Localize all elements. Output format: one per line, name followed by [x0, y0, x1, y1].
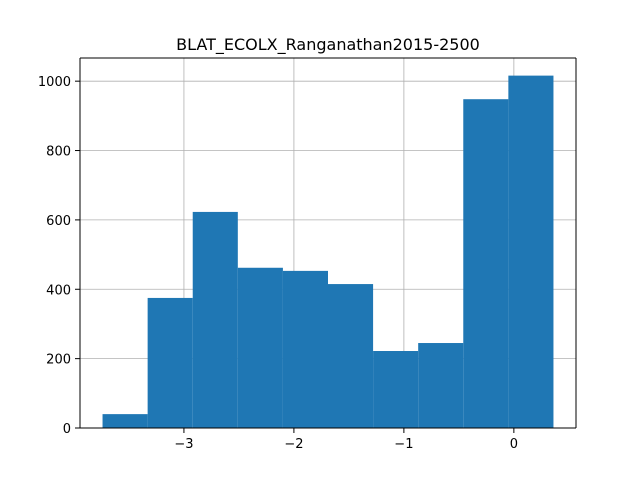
- histogram-bar: [102, 414, 148, 428]
- histogram-bar: [373, 351, 419, 428]
- histogram-bar: [192, 211, 238, 428]
- chart-title: BLAT_ECOLX_Ranganathan2015-2500: [176, 35, 480, 55]
- y-tick-label: 0: [63, 422, 71, 437]
- histogram-bar: [328, 284, 374, 428]
- histogram-bar: [237, 267, 283, 428]
- y-axis-ticks: 0 200 400 600 800 1000: [38, 75, 80, 437]
- histogram-bar: [418, 343, 464, 428]
- x-tick-label: −1: [394, 437, 413, 452]
- y-tick-label: 1000: [38, 75, 71, 90]
- x-axis-ticks: −3 −2 −1 0: [174, 428, 518, 452]
- x-tick-label: −3: [174, 437, 193, 452]
- axes-frame: [79, 57, 577, 429]
- histogram-bar: [508, 75, 554, 428]
- x-tick-label: 0: [510, 437, 518, 452]
- y-tick-label: 800: [46, 145, 71, 160]
- y-tick-label: 600: [46, 214, 71, 229]
- x-tick-label: −2: [284, 437, 303, 452]
- histogram-bar: [147, 297, 193, 428]
- y-tick-label: 400: [46, 283, 71, 298]
- histogram-bar: [282, 270, 328, 428]
- histogram-bar: [463, 99, 509, 428]
- histogram-bars: [102, 75, 554, 428]
- y-tick-label: 200: [46, 353, 71, 368]
